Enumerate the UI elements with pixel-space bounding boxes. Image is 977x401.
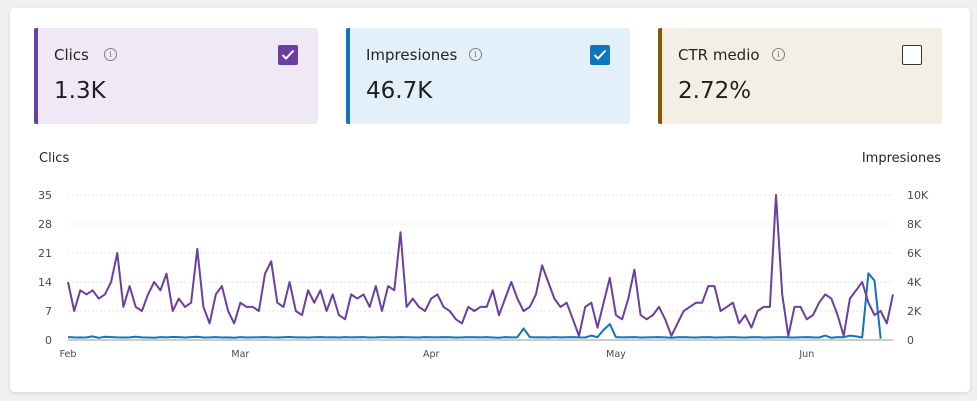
info-icon[interactable]: i: [469, 48, 482, 61]
left-tick-label: 28: [38, 218, 52, 231]
metric-card-clics[interactable]: Clics i 1.3K: [34, 28, 318, 124]
checkmark-icon: [593, 49, 607, 60]
left-tick-label: 14: [38, 276, 52, 289]
left-tick-label: 7: [45, 305, 52, 318]
right-tick-label: 10K: [907, 189, 929, 202]
performance-panel: Clics i 1.3K Impresiones i 46.7K CTR med…: [10, 8, 970, 392]
checkbox-ctr[interactable]: [902, 45, 922, 65]
metric-card-ctr[interactable]: CTR medio i 2.72%: [658, 28, 942, 124]
series-line-clics: [67, 194, 894, 337]
card-accent-bar: [34, 28, 38, 124]
card-title: Impresiones: [366, 46, 458, 64]
right-tick-label: 6K: [907, 247, 922, 260]
right-tick-label: 8K: [907, 218, 922, 231]
card-accent-bar: [658, 28, 662, 124]
left-tick-label: 21: [38, 247, 52, 260]
right-tick-label: 0: [907, 334, 914, 347]
right-axis-title: Impresiones: [861, 151, 941, 166]
metric-card-impresiones[interactable]: Impresiones i 46.7K: [346, 28, 630, 124]
card-accent-bar: [346, 28, 350, 124]
checkmark-icon: [281, 49, 295, 60]
checkbox-impresiones[interactable]: [590, 45, 610, 65]
x-tick-label: Apr: [423, 349, 440, 360]
right-tick-label: 2K: [907, 305, 922, 318]
checkbox-clics[interactable]: [278, 45, 298, 65]
x-tick-label: Jun: [798, 349, 814, 360]
card-value: 2.72%: [678, 78, 752, 104]
x-tick-label: May: [606, 349, 626, 360]
card-title: Clics: [54, 46, 89, 64]
left-tick-label: 35: [38, 189, 52, 202]
info-icon[interactable]: i: [104, 48, 117, 61]
left-tick-label: 0: [45, 334, 52, 347]
card-value: 1.3K: [54, 78, 106, 104]
left-axis-title: Clics: [39, 151, 70, 166]
info-icon[interactable]: i: [772, 48, 785, 61]
x-tick-label: Mar: [231, 349, 249, 360]
performance-chart[interactable]: 0 7 14 21 28 35 0 2K 4K 6K 8K 10K Feb Mar Apr May Jun: [10, 8, 970, 392]
x-tick-label: Feb: [60, 349, 77, 360]
right-tick-label: 4K: [907, 276, 922, 289]
series-line-impresiones: [67, 272, 882, 339]
card-value: 46.7K: [366, 78, 433, 104]
card-title: CTR medio: [678, 46, 760, 64]
